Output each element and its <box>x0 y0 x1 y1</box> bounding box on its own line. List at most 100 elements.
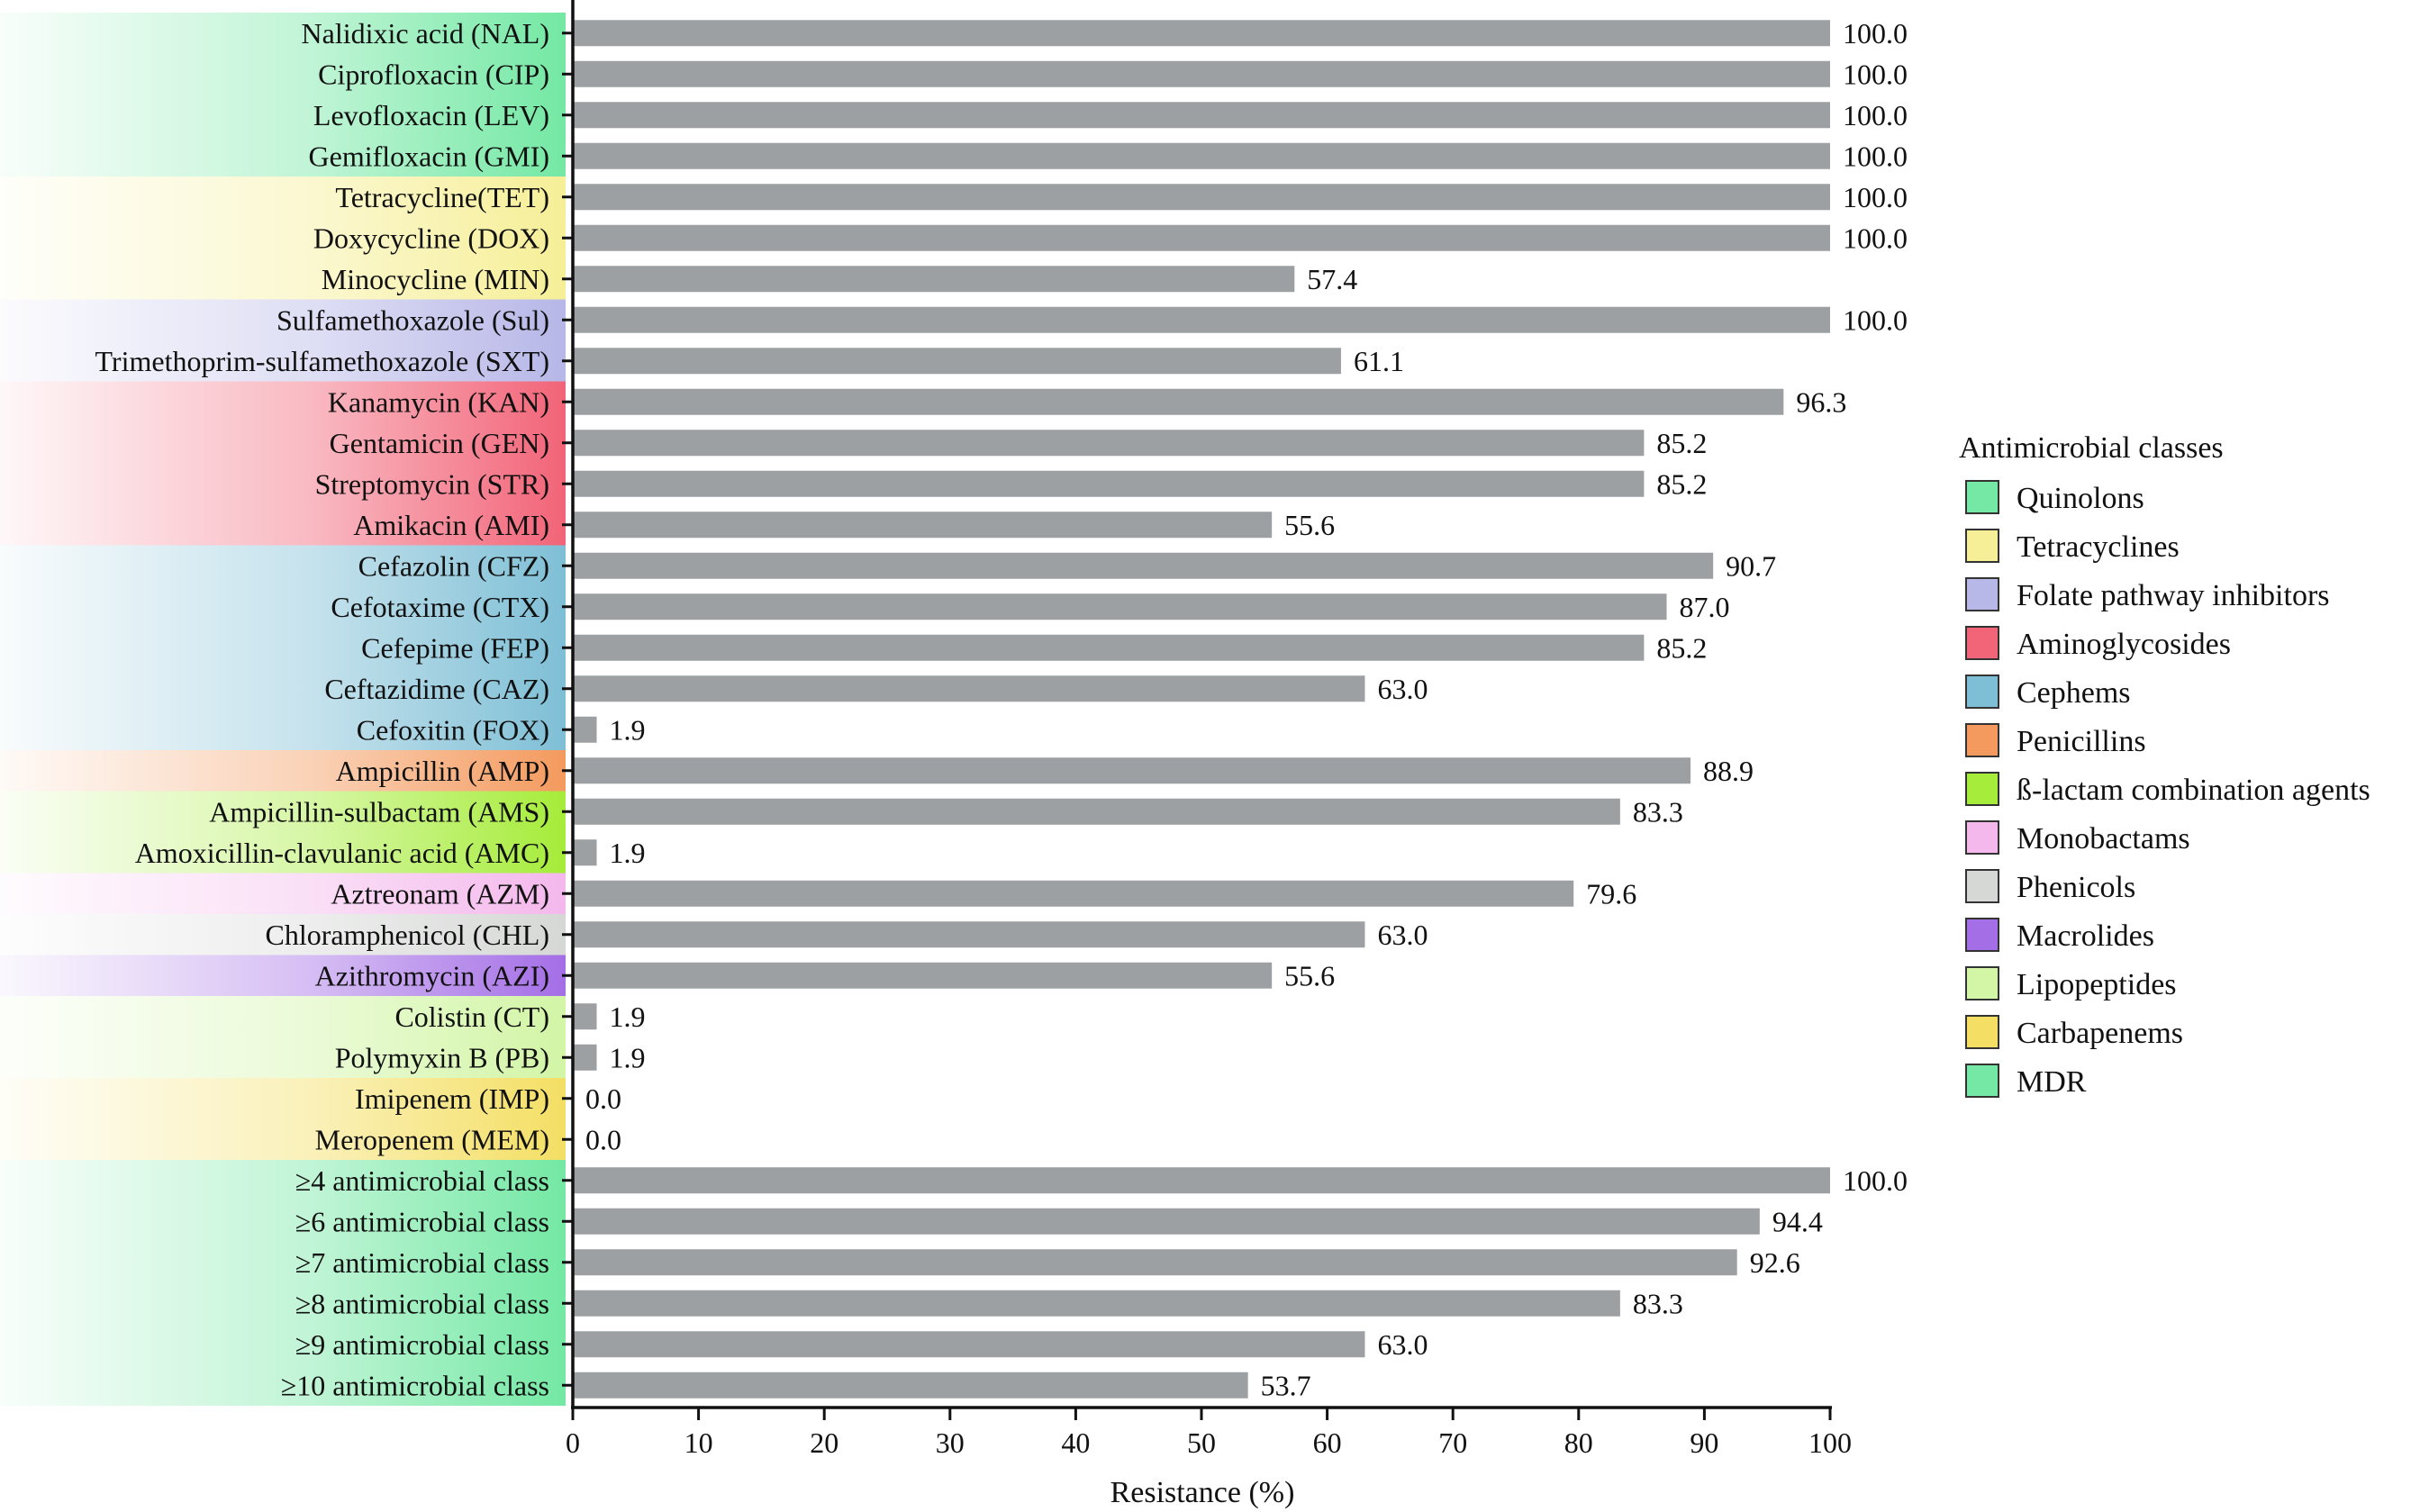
x-tick-label: 80 <box>1564 1426 1593 1459</box>
value-label: 100.0 <box>1843 222 1908 254</box>
x-tick-label: 50 <box>1187 1426 1216 1459</box>
category-label: Azithromycin (AZI) <box>315 959 549 991</box>
legend-swatch <box>1965 966 1999 1000</box>
class-band <box>0 791 566 874</box>
x-tick-label: 40 <box>1061 1426 1090 1459</box>
value-label: 1.9 <box>610 837 646 869</box>
value-label: 90.7 <box>1726 549 1776 582</box>
bar <box>573 102 1830 129</box>
value-label: 100.0 <box>1843 58 1908 90</box>
class-band <box>0 955 566 996</box>
category-label: Colistin (CT) <box>394 1000 549 1033</box>
value-label: 55.6 <box>1284 959 1335 991</box>
value-label: 100.0 <box>1843 303 1908 336</box>
class-band <box>0 1160 566 1406</box>
bar <box>573 388 1784 415</box>
bar <box>573 470 1645 497</box>
bar <box>573 675 1365 702</box>
value-label: 100.0 <box>1843 181 1908 213</box>
class-band <box>0 545 566 750</box>
value-label: 53.7 <box>1261 1369 1311 1401</box>
value-label: 92.6 <box>1750 1246 1800 1279</box>
legend-swatch <box>1965 1015 1999 1049</box>
value-labels: 100.0 100.0 100.0 100.0 100.0 100.0 57.4 100.0 6… <box>585 17 1908 1402</box>
category-label: Ciprofloxacin (CIP) <box>318 58 549 90</box>
bar <box>573 1249 1737 1276</box>
value-label: 1.9 <box>610 1000 646 1033</box>
value-label: 1.9 <box>610 1041 646 1073</box>
value-label: 83.3 <box>1633 795 1683 828</box>
x-axis-title: Resistance (%) <box>1110 1476 1295 1509</box>
legend-label: Lipopeptides <box>2017 968 2177 1001</box>
value-label: 85.2 <box>1656 427 1707 459</box>
category-label: Amikacin (AMI) <box>353 509 549 541</box>
legend-swatch <box>1965 1064 1999 1098</box>
value-label: 55.6 <box>1284 509 1335 541</box>
legend-swatch <box>1965 626 1999 660</box>
value-label: 63.0 <box>1377 1328 1428 1361</box>
x-tick-label: 90 <box>1690 1426 1718 1459</box>
bar <box>573 1372 1248 1399</box>
category-label: Meropenem (MEM) <box>315 1123 549 1155</box>
legend-swatch <box>1965 577 1999 611</box>
bar <box>573 1003 597 1030</box>
category-label: Ampicillin-sulbactam (AMS) <box>209 795 549 828</box>
x-tick-label: 10 <box>684 1426 713 1459</box>
bar <box>573 716 597 743</box>
legend-swatch <box>1965 772 1999 806</box>
bar <box>573 1167 1830 1194</box>
legend-label: Monobactams <box>2017 822 2190 856</box>
value-label: 63.0 <box>1377 673 1428 705</box>
class-band <box>0 299 566 382</box>
legend-swatch <box>1965 820 1999 855</box>
bar <box>573 1331 1365 1358</box>
value-label: 100.0 <box>1843 140 1908 172</box>
category-label: ≥8 antimicrobial class <box>295 1287 549 1319</box>
bar <box>573 20 1830 47</box>
legend-swatch <box>1965 480 1999 514</box>
category-label: Tetracycline(TET) <box>335 181 549 213</box>
category-label: Polymyxin B (PB) <box>335 1041 549 1073</box>
value-label: 57.4 <box>1307 263 1357 295</box>
category-label: ≥6 antimicrobial class <box>295 1205 549 1237</box>
category-label: Imipenem (IMP) <box>355 1082 549 1115</box>
category-label: Kanamycin (KAN) <box>328 385 549 418</box>
value-label: 1.9 <box>610 713 646 746</box>
value-label: 94.4 <box>1772 1205 1823 1237</box>
legend: Antimicrobial classes Quinolons Tetracycl… <box>1959 431 2370 1099</box>
legend-swatch <box>1965 675 1999 709</box>
class-band <box>0 996 566 1078</box>
bar <box>573 184 1830 211</box>
category-label: ≥10 antimicrobial class <box>281 1369 549 1401</box>
legend-label: ß-lactam combination agents <box>2017 774 2370 807</box>
category-label: Cefotaxime (CTX) <box>331 591 549 623</box>
legend-swatch <box>1965 869 1999 903</box>
bar <box>573 593 1667 620</box>
bar <box>573 512 1273 539</box>
category-label: ≥4 antimicrobial class <box>295 1164 549 1197</box>
category-label: Cefazolin (CFZ) <box>358 549 549 582</box>
category-label: Amoxicillin-clavulanic acid (AMC) <box>135 837 549 869</box>
value-label: 63.0 <box>1377 919 1428 951</box>
x-tick-label: 70 <box>1438 1426 1467 1459</box>
x-tick-label: 100 <box>1808 1426 1852 1459</box>
category-label: Gemifloxacin (GMI) <box>309 140 549 172</box>
legend-label: Carbapenems <box>2017 1017 2183 1050</box>
legend-label: Aminoglycosides <box>2017 628 2231 661</box>
category-label: Ampicillin (AMP) <box>336 755 549 787</box>
value-label: 0.0 <box>585 1082 621 1115</box>
category-label: ≥9 antimicrobial class <box>295 1328 549 1361</box>
category-label: Chloramphenicol (CHL) <box>266 919 549 951</box>
category-label: Streptomycin (STR) <box>315 467 549 500</box>
legend-label: Penicillins <box>2017 725 2146 758</box>
x-tick-label: 20 <box>810 1426 838 1459</box>
legend-swatch <box>1965 918 1999 952</box>
bar <box>573 757 1691 784</box>
class-band <box>0 750 566 792</box>
value-label: 87.0 <box>1680 591 1730 623</box>
bar <box>573 839 597 866</box>
bar <box>573 266 1295 293</box>
bar <box>573 430 1645 457</box>
value-label: 100.0 <box>1843 99 1908 131</box>
